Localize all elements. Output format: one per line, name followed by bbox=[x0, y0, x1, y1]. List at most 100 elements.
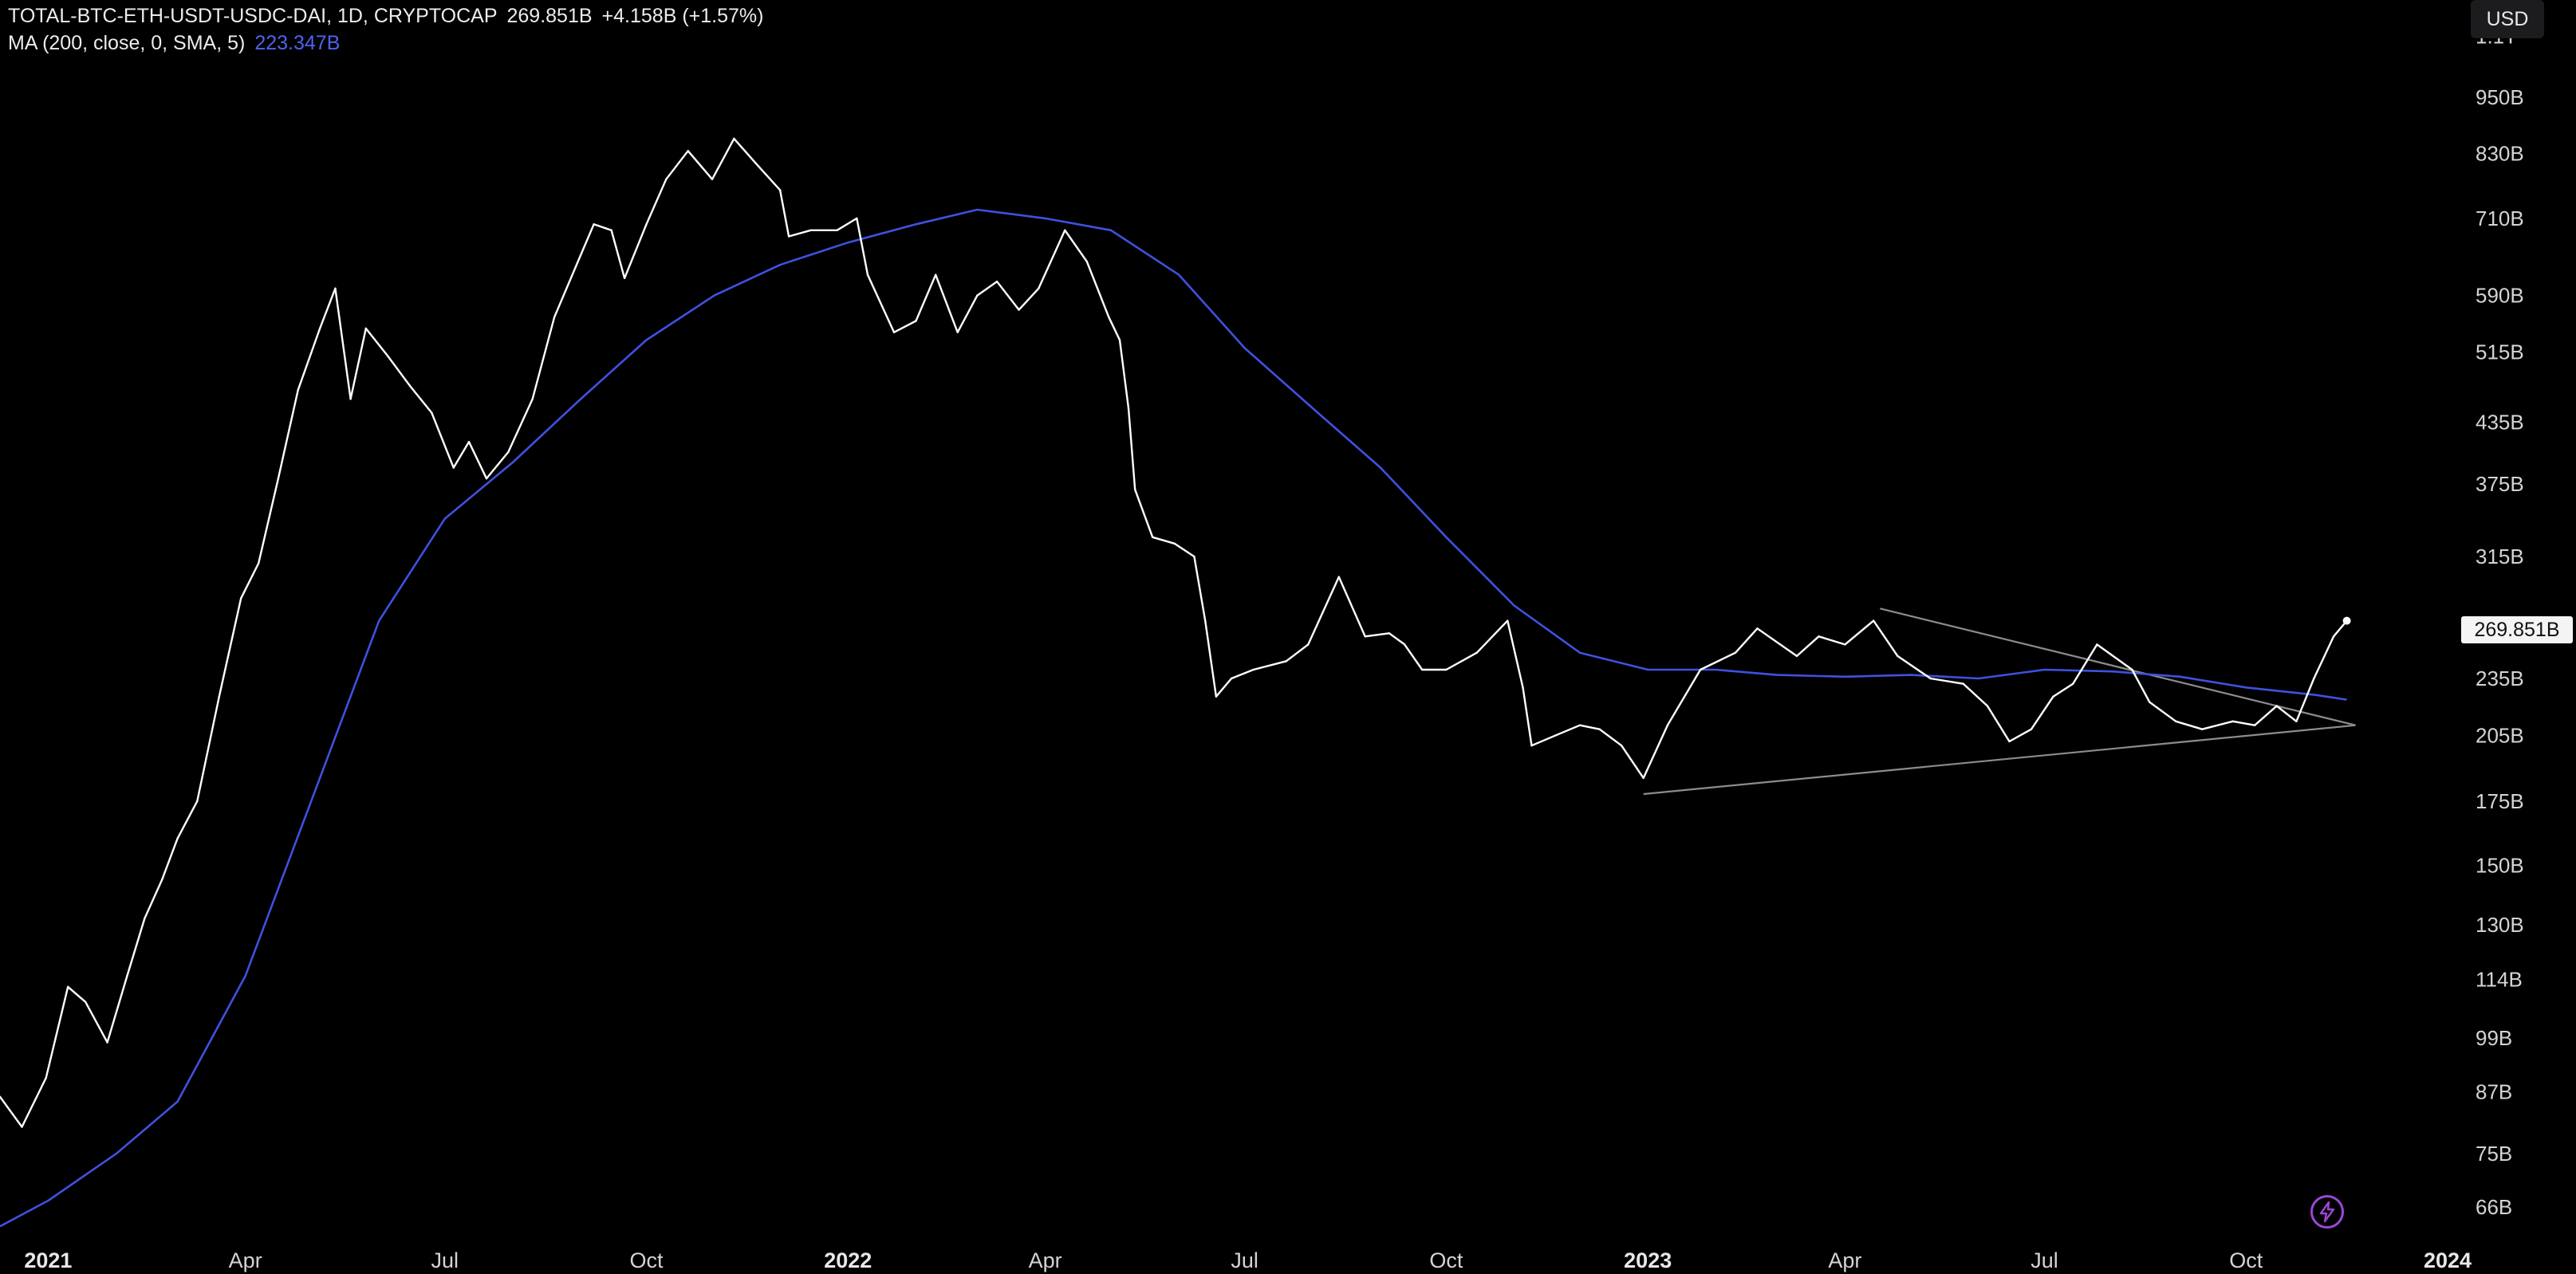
price-point bbox=[1364, 635, 1366, 638]
price-point bbox=[866, 273, 869, 276]
y-tick-label: 710B bbox=[2476, 206, 2524, 230]
price-point bbox=[85, 1001, 87, 1004]
x-tick-label: Oct bbox=[629, 1248, 664, 1272]
price-point bbox=[935, 273, 937, 276]
price-point bbox=[1108, 316, 1110, 318]
y-tick-label: 375B bbox=[2476, 472, 2524, 496]
currency-button[interactable]: USD bbox=[2471, 0, 2544, 38]
price-point bbox=[809, 229, 812, 231]
y-tick-label: 515B bbox=[2476, 340, 2524, 364]
price-point bbox=[856, 217, 858, 220]
price-point bbox=[0, 1095, 2, 1098]
y-tick-label: 87B bbox=[2476, 1080, 2512, 1104]
price-point bbox=[1554, 734, 1558, 737]
price-point bbox=[2131, 668, 2133, 671]
price-point bbox=[645, 223, 648, 226]
price-point bbox=[1818, 635, 1820, 638]
price-point bbox=[1756, 627, 1759, 630]
x-tick-label: 2022 bbox=[824, 1248, 872, 1272]
price-point bbox=[1337, 576, 1341, 578]
price-point bbox=[2231, 720, 2234, 722]
price-point bbox=[1475, 651, 1479, 654]
price-point bbox=[892, 331, 896, 333]
price-point bbox=[2096, 643, 2098, 646]
price-point bbox=[408, 384, 411, 387]
price-change-value: +4.158B (+1.57%) bbox=[601, 5, 764, 27]
price-point bbox=[176, 837, 179, 840]
symbol-legend[interactable]: TOTAL-BTC-ETH-USDT-USDC-DAI, 1D, CRYPTOC… bbox=[8, 5, 763, 28]
time-axis[interactable]: 2021 Apr Jul Oct 2022 Apr Jul Oct 2023 Apr Jul Oct 2… bbox=[24, 1248, 2472, 1272]
y-tick-label: 590B bbox=[2476, 284, 2524, 308]
indicator-legend[interactable]: MA (200, close, 0, SMA, 5) 223.347B bbox=[8, 32, 340, 55]
price-point bbox=[1929, 677, 1932, 680]
x-tick-label: 2024 bbox=[2424, 1248, 2472, 1272]
last-price-dot bbox=[2342, 616, 2351, 625]
price-point bbox=[1404, 643, 1406, 646]
y-tick-label: 950B bbox=[2476, 85, 2524, 109]
price-point bbox=[1642, 777, 1644, 780]
price-point bbox=[787, 235, 790, 238]
y-tick-label: 315B bbox=[2476, 545, 2524, 568]
price-point bbox=[1578, 724, 1581, 726]
ma-series-line[interactable] bbox=[0, 208, 2347, 1228]
price-point bbox=[1307, 643, 1310, 646]
price-point bbox=[1064, 229, 1066, 231]
symbol-title[interactable]: TOTAL-BTC-ETH-USDT-USDC-DAI, 1D, CRYPTOC… bbox=[8, 5, 498, 27]
price-point bbox=[452, 466, 455, 469]
lightning-bolt-icon[interactable] bbox=[2310, 1195, 2344, 1229]
price-series-line[interactable] bbox=[0, 137, 2348, 1128]
price-point bbox=[665, 178, 668, 180]
y-tick-label: 205B bbox=[2476, 723, 2524, 747]
ma-line-layer bbox=[0, 208, 2347, 1228]
price-point bbox=[579, 254, 582, 257]
price-point bbox=[1388, 632, 1391, 635]
x-tick-label: Jul bbox=[2030, 1248, 2058, 1272]
price-point bbox=[1445, 668, 1448, 671]
price-point bbox=[1134, 488, 1136, 491]
price-point bbox=[1421, 668, 1424, 671]
price-point bbox=[1873, 619, 1875, 622]
price-point bbox=[507, 450, 510, 454]
y-tick-label: 150B bbox=[2476, 853, 2524, 877]
x-tick-label: Oct bbox=[1429, 1248, 1463, 1272]
trendline-1[interactable] bbox=[1880, 608, 2356, 726]
price-point bbox=[976, 294, 979, 297]
price-point bbox=[2275, 705, 2278, 707]
price-point bbox=[334, 287, 337, 289]
price-point bbox=[1152, 536, 1154, 538]
price-point bbox=[1252, 668, 1255, 671]
x-tick-label: Jul bbox=[1231, 1248, 1258, 1272]
price-point bbox=[1038, 287, 1040, 289]
price-point bbox=[2008, 740, 2011, 743]
price-point bbox=[485, 478, 488, 480]
x-tick-label: Apr bbox=[1828, 1248, 1861, 1272]
price-point bbox=[2313, 677, 2315, 680]
price-point bbox=[733, 137, 735, 140]
x-tick-label: 2023 bbox=[1624, 1248, 1672, 1272]
price-point bbox=[2254, 724, 2256, 726]
trendline-2[interactable] bbox=[1643, 724, 2356, 796]
price-point bbox=[778, 189, 782, 191]
y-tick-label: 235B bbox=[2476, 666, 2524, 690]
price-point bbox=[1621, 745, 1623, 747]
price-point bbox=[387, 355, 389, 357]
price-point bbox=[349, 398, 352, 400]
price-point bbox=[240, 597, 242, 600]
price-point bbox=[531, 398, 534, 400]
price-point bbox=[364, 327, 367, 330]
y-tick-label: 99B bbox=[2476, 1026, 2512, 1050]
price-point bbox=[196, 800, 199, 803]
x-tick-label: Oct bbox=[2229, 1248, 2263, 1272]
y-tick-label: 435B bbox=[2476, 411, 2524, 434]
y-tick-label: 114B bbox=[2476, 968, 2523, 992]
lightning-bolt-glyph bbox=[2319, 1201, 2335, 1222]
price-point bbox=[1530, 745, 1533, 747]
price-point bbox=[593, 223, 595, 226]
price-point bbox=[1986, 705, 1989, 707]
price-point bbox=[144, 917, 146, 920]
indicator-title[interactable]: MA (200, close, 0, SMA, 5) bbox=[8, 32, 246, 54]
price-point bbox=[711, 178, 714, 180]
y-tick-label: 66B bbox=[2476, 1195, 2512, 1219]
